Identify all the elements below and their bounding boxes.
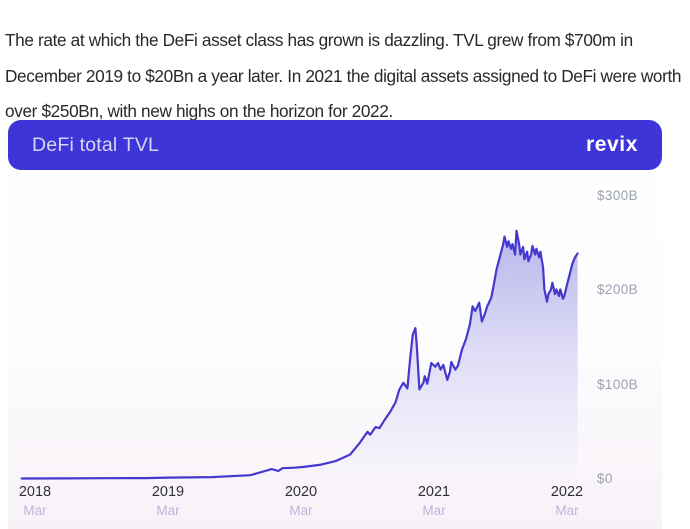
- x-tick-year: 2019: [151, 484, 185, 500]
- x-tick-month: Mar: [156, 503, 180, 518]
- x-tick-year: 2022: [550, 484, 584, 500]
- x-tick-month: Mar: [289, 503, 313, 518]
- intro-paragraph: The rate at which the DeFi asset class h…: [5, 30, 682, 122]
- x-tick-year: 2021: [417, 484, 451, 500]
- revix-logo: revix: [585, 133, 638, 156]
- x-axis-tick-2022: 2022 Mar: [535, 484, 599, 519]
- x-axis-tick-2021: 2021 Mar: [402, 484, 466, 519]
- x-tick-month: Mar: [422, 503, 446, 518]
- tvl-line: [20, 229, 579, 480]
- x-tick-month: Mar: [23, 503, 47, 518]
- x-tick-month: Mar: [555, 503, 579, 518]
- chart-title: DeFi total TVL: [32, 133, 160, 156]
- x-tick-year: 2020: [284, 484, 318, 500]
- tvl-area-chart: [20, 229, 579, 480]
- y-axis-label-0: $0: [597, 471, 613, 486]
- tvl-area: [21, 230, 578, 479]
- x-axis-tick-2019: 2019 Mar: [136, 484, 200, 519]
- y-axis-label-300: $300B: [597, 188, 639, 203]
- y-axis-label-200: $200B: [597, 282, 639, 298]
- chart-card-header: DeFi total TVL revix: [8, 120, 662, 170]
- x-axis-tick-2020: 2020 Mar: [269, 484, 333, 519]
- x-tick-year: 2018: [18, 484, 52, 500]
- y-axis-label-100: $100B: [597, 376, 639, 392]
- x-axis-tick-2018: 2018 Mar: [3, 484, 67, 519]
